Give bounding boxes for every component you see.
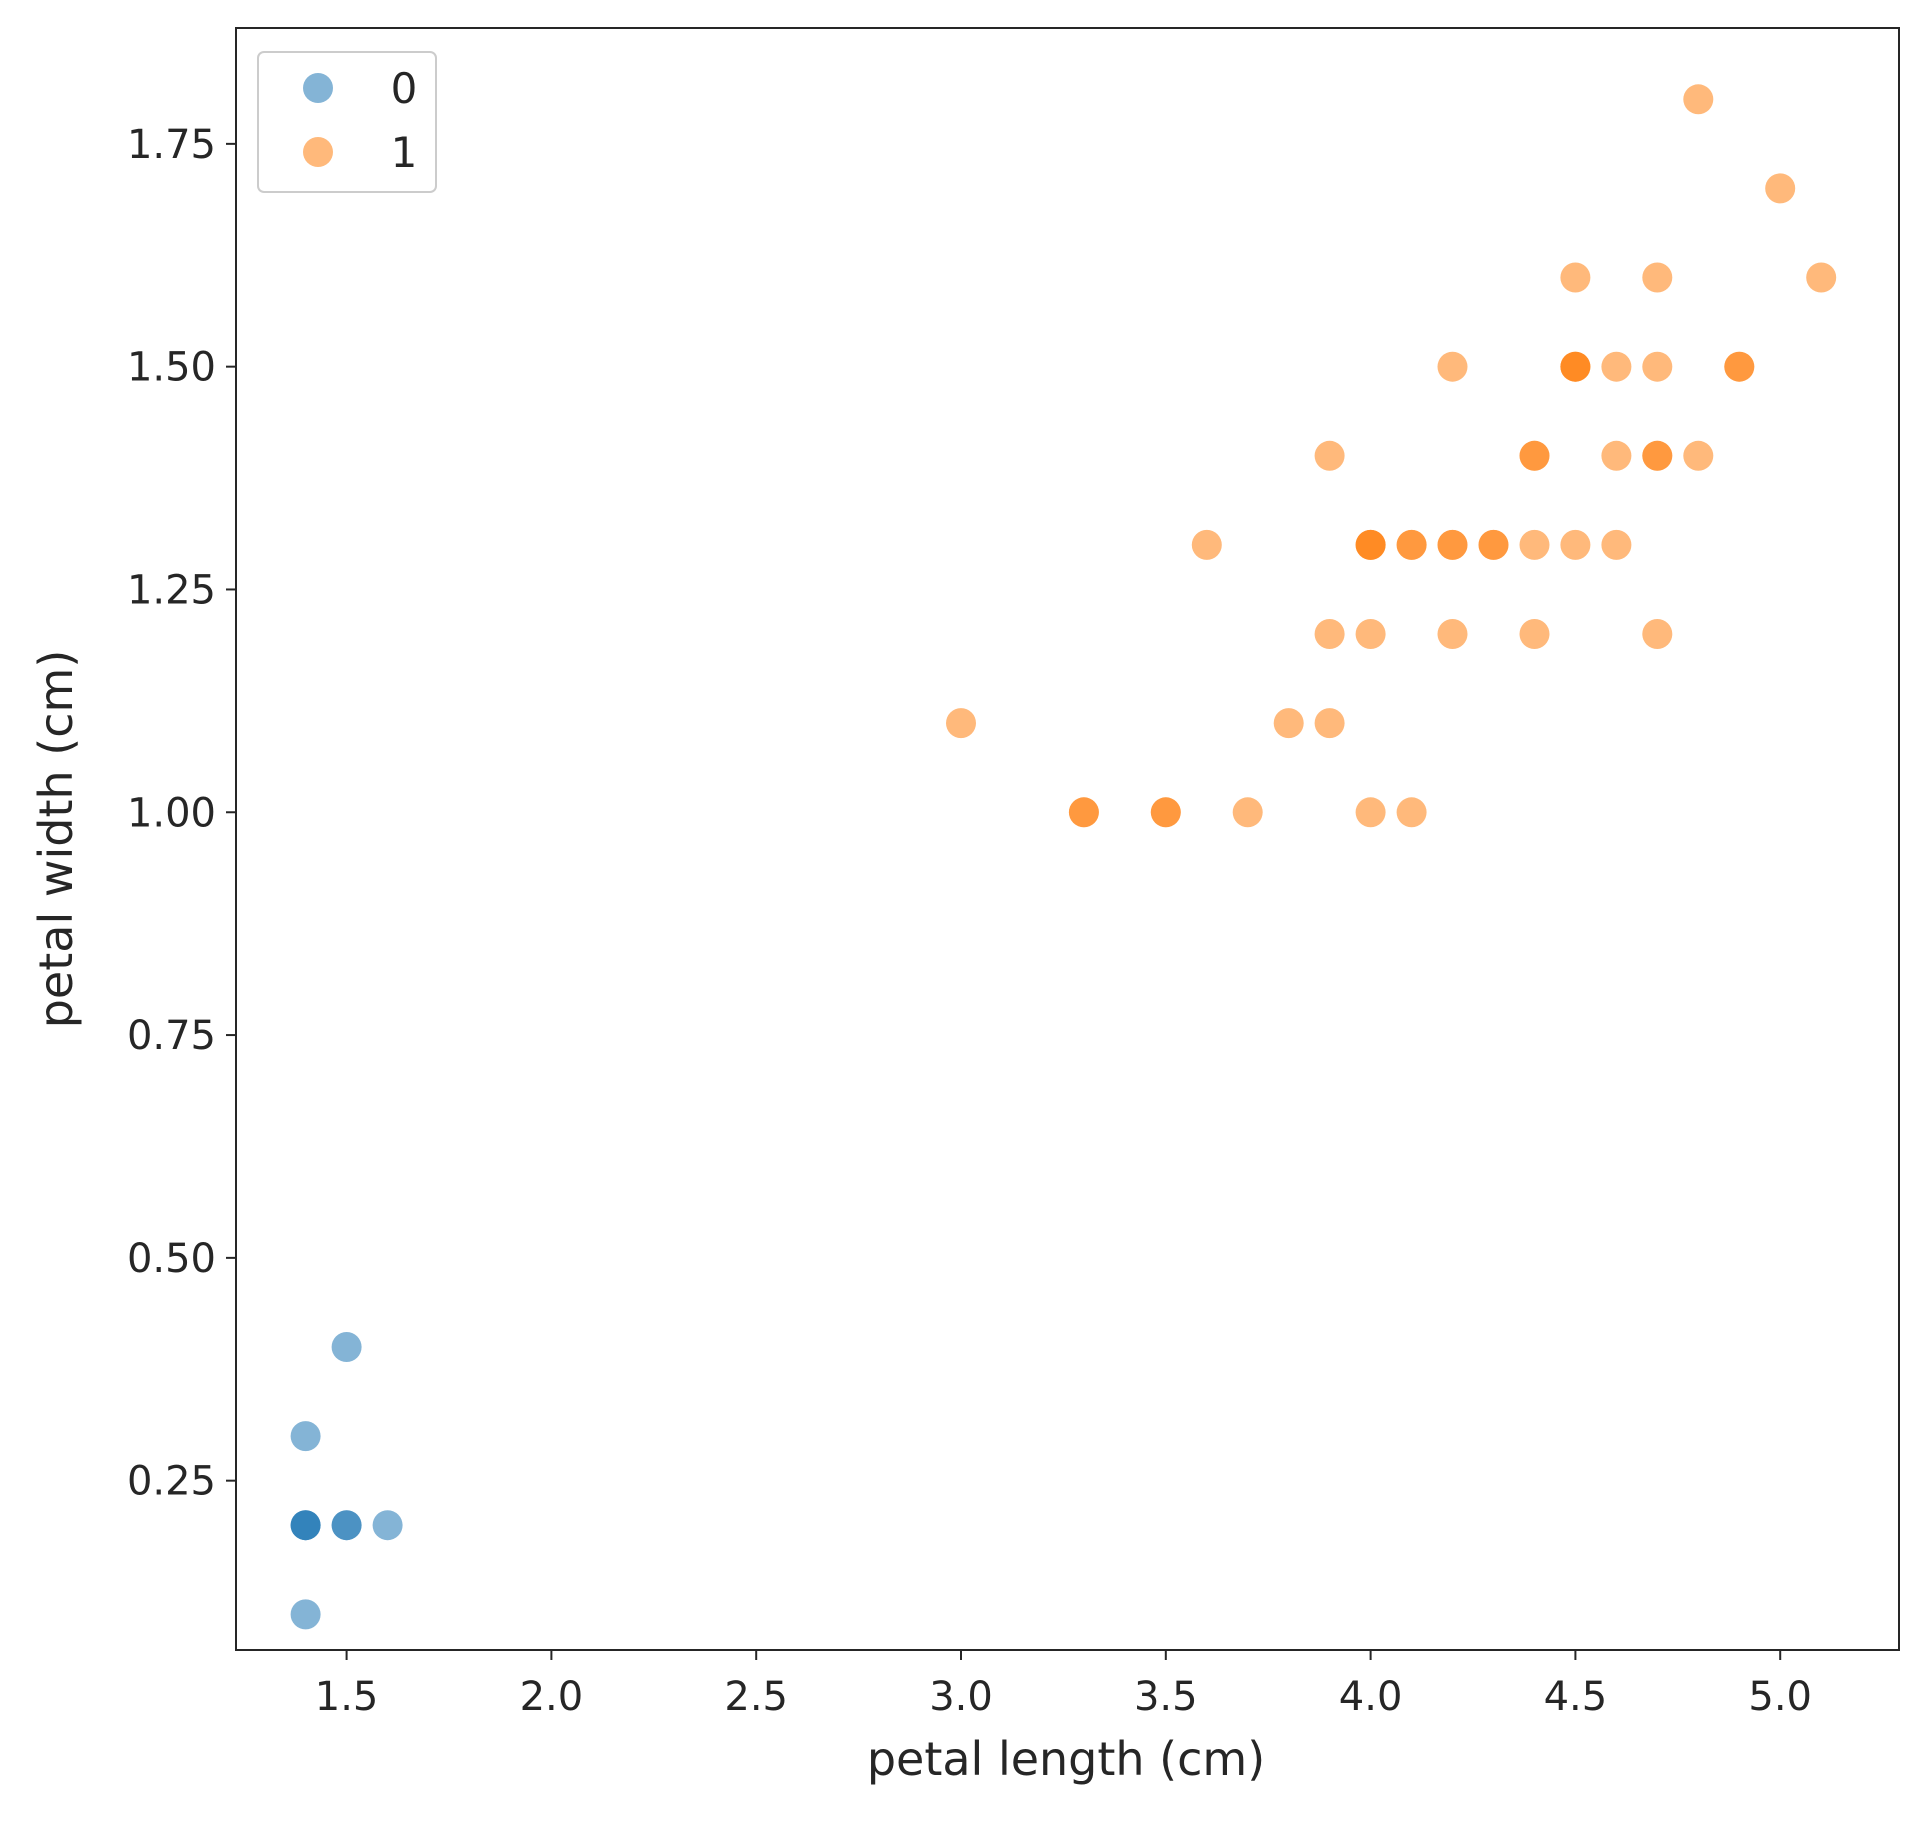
y-tick-label-2: 0.75	[127, 1013, 216, 1059]
x-tick-label-2: 2.5	[724, 1674, 788, 1720]
y-axis-label: petal width (cm)	[29, 650, 83, 1029]
point-series-1-16	[1601, 440, 1632, 471]
x-axis-label: petal length (cm)	[867, 1732, 1265, 1786]
legend-marker-series-1	[303, 137, 333, 167]
point-series-1-27	[1437, 529, 1468, 560]
x-tick-label-1: 2.0	[520, 1674, 584, 1720]
point-series-1-4	[1806, 262, 1837, 293]
y-tick-label-3: 1.00	[127, 790, 216, 836]
point-series-1-8	[1560, 351, 1591, 382]
point-series-1-37	[1642, 619, 1673, 649]
point-series-1-38	[946, 708, 976, 739]
x-tick-label-0: 1.5	[315, 1674, 379, 1720]
point-series-1-46	[1355, 797, 1386, 828]
point-series-1-13	[1314, 440, 1345, 471]
point-series-0-6	[290, 1421, 321, 1452]
point-series-1-10	[1642, 351, 1673, 382]
point-series-1-9	[1601, 351, 1632, 382]
point-series-1-40	[1314, 708, 1345, 739]
point-series-1-0	[1683, 84, 1714, 115]
point-series-1-30	[1519, 529, 1550, 560]
point-series-0-5	[372, 1510, 403, 1541]
point-series-1-34	[1355, 619, 1386, 649]
point-series-1-1	[1765, 173, 1796, 204]
y-tick-label-6: 1.75	[127, 122, 216, 168]
point-series-0-2	[290, 1510, 321, 1541]
point-series-1-12	[1724, 351, 1755, 382]
point-series-1-42	[1068, 797, 1099, 828]
point-series-1-33	[1314, 619, 1345, 649]
point-series-1-31	[1560, 529, 1591, 560]
legend-box	[257, 51, 437, 193]
point-series-1-32	[1601, 529, 1632, 560]
legend: 0 1	[257, 51, 437, 193]
points-layer	[290, 84, 1837, 1630]
x-tick-label-6: 4.5	[1544, 1674, 1608, 1720]
x-tick-label-7: 5.0	[1748, 1674, 1812, 1720]
x-tick-label-3: 3.0	[929, 1674, 993, 1720]
point-series-1-35	[1437, 619, 1468, 649]
point-series-1-5	[1437, 351, 1468, 382]
y-tick-label-0: 0.25	[127, 1459, 216, 1505]
point-series-1-36	[1519, 619, 1550, 649]
point-series-1-39	[1273, 708, 1304, 739]
point-series-1-44	[1150, 797, 1181, 828]
x-axis: 1.5 2.0 2.5 3.0 3.5 4.0 4.5 5.0	[315, 1650, 1812, 1720]
y-axis: 0.25 0.50 0.75 1.00 1.25 1.50 1.75	[127, 122, 236, 1505]
legend-marker-series-0	[303, 73, 333, 103]
point-series-1-20	[1191, 529, 1222, 560]
legend-label-series-0: 0	[391, 64, 418, 113]
point-series-0-7	[331, 1332, 362, 1362]
x-tick-label-5: 4.0	[1339, 1674, 1403, 1720]
point-series-0-8	[290, 1599, 321, 1630]
point-series-1-29	[1478, 529, 1509, 560]
point-series-0-4	[331, 1510, 362, 1541]
y-tick-label-1: 0.50	[127, 1236, 216, 1282]
point-series-1-18	[1642, 440, 1673, 471]
point-series-1-47	[1396, 797, 1427, 828]
y-tick-label-4: 1.25	[127, 567, 216, 613]
y-tick-label-5: 1.50	[127, 345, 216, 391]
point-series-1-15	[1519, 440, 1550, 471]
point-series-1-25	[1396, 529, 1427, 560]
point-series-1-3	[1642, 262, 1673, 293]
point-series-1-19	[1683, 440, 1714, 471]
plot-frame	[235, 27, 1900, 1651]
point-series-1-45	[1232, 797, 1263, 828]
legend-label-series-1: 1	[391, 128, 418, 177]
x-tick-label-4: 3.5	[1134, 1674, 1198, 1720]
point-series-1-23	[1355, 529, 1386, 560]
point-series-1-2	[1560, 262, 1591, 293]
